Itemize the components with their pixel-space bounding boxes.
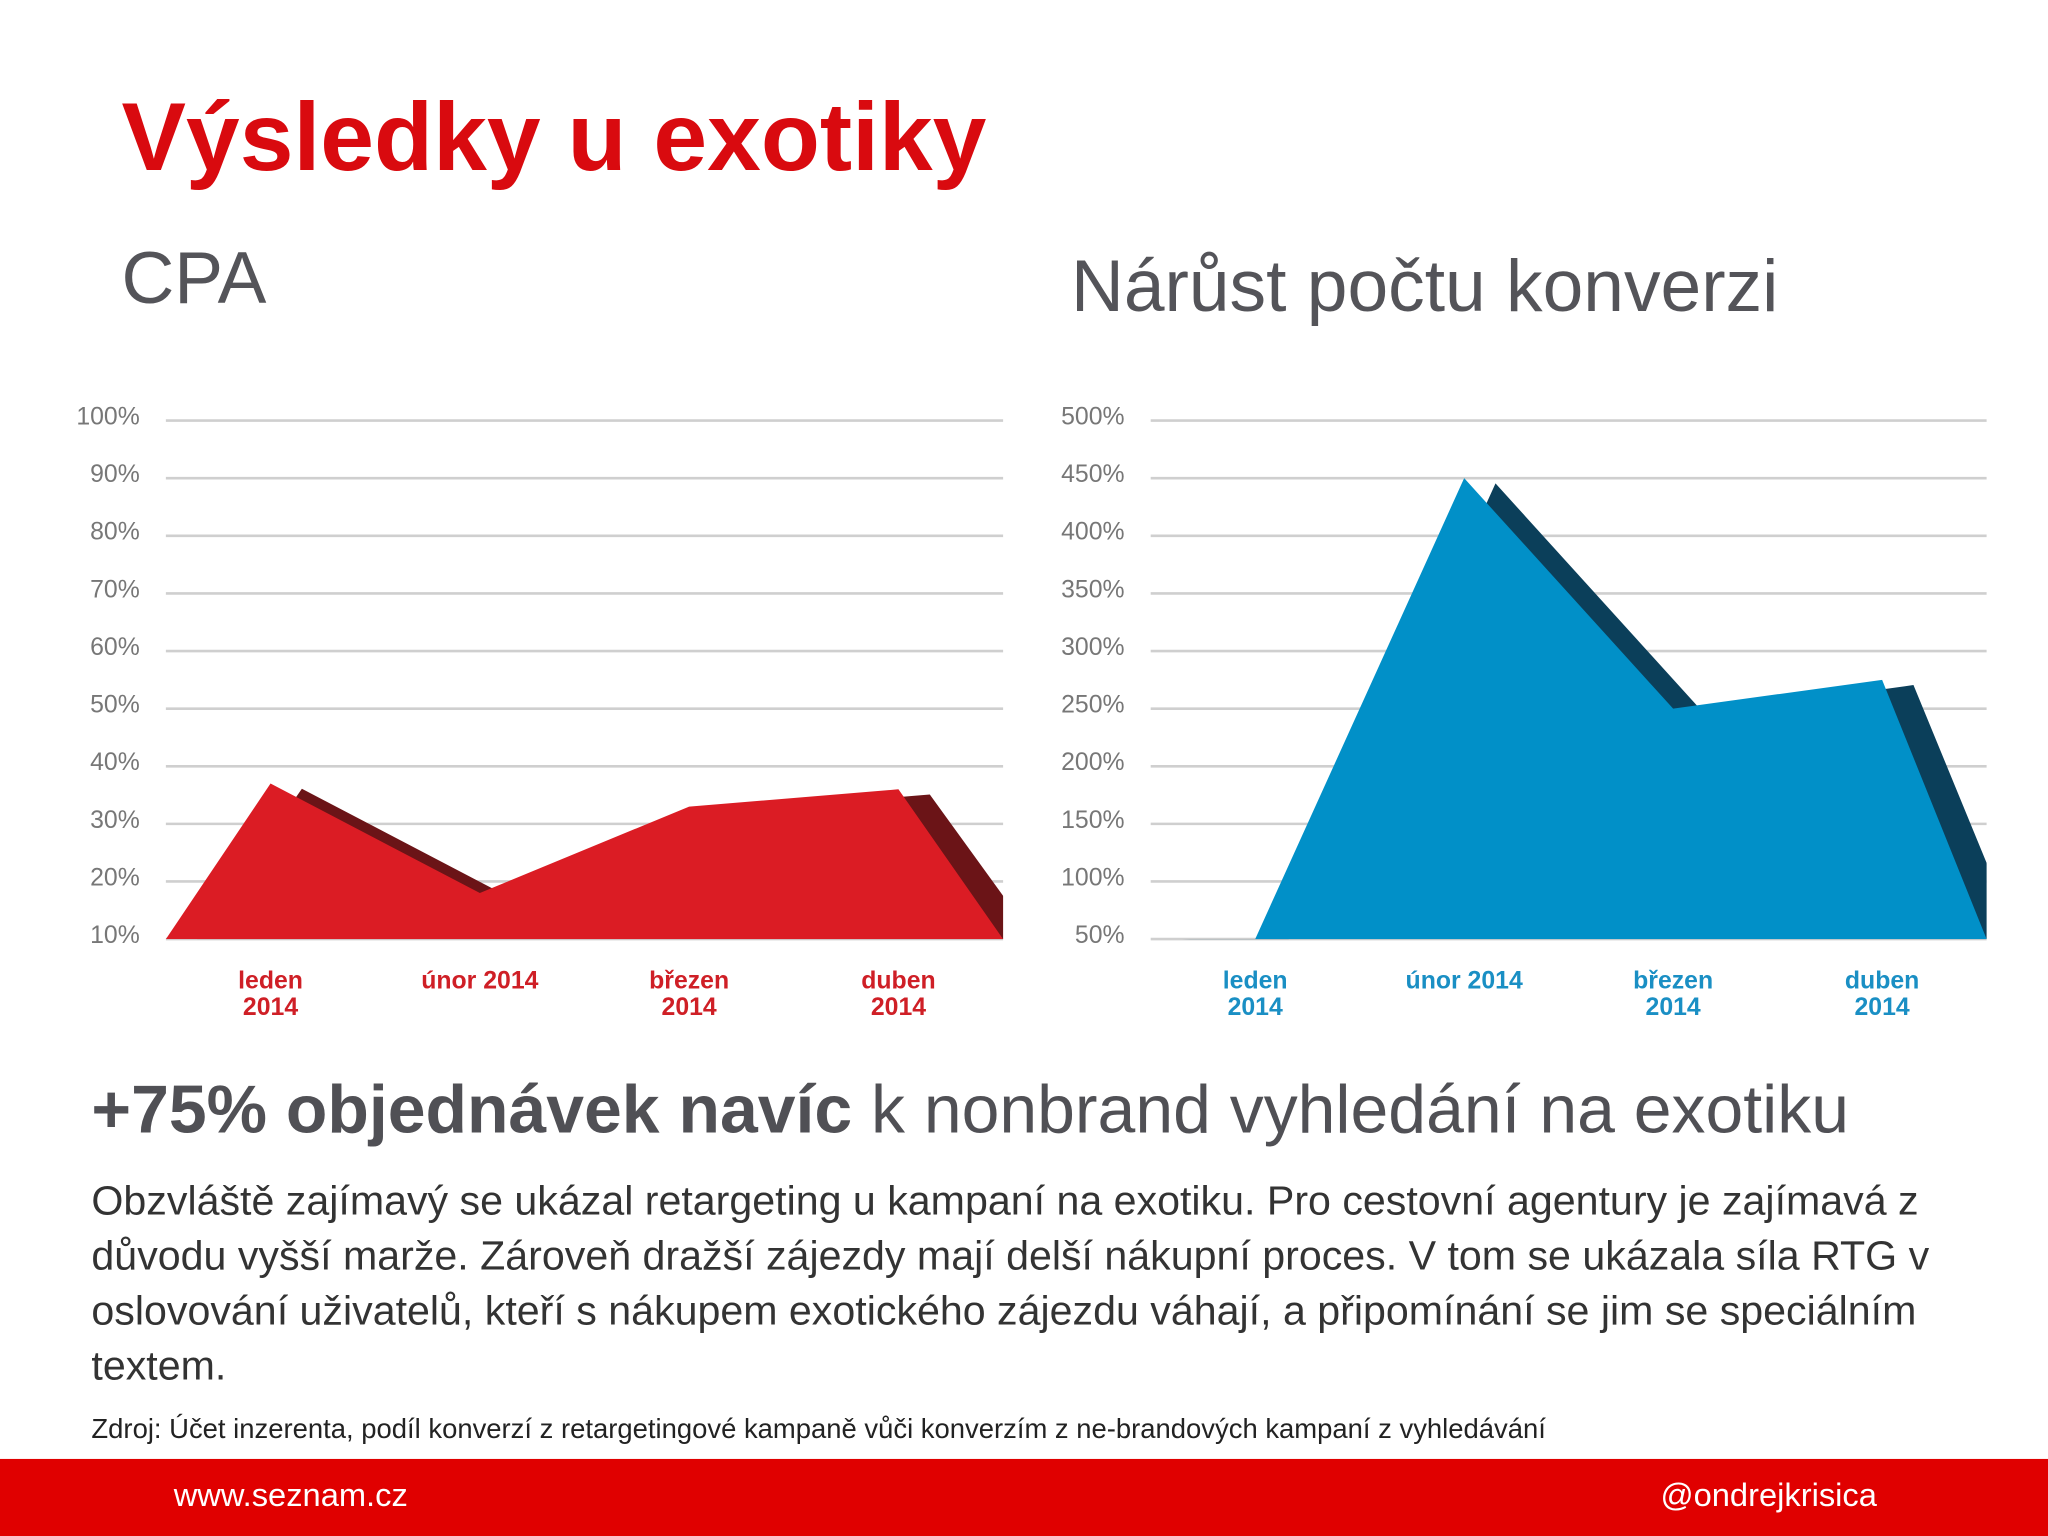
y-tick-label: 50% — [1075, 922, 1125, 949]
x-tick-label: únor 2014 — [421, 967, 539, 996]
y-tick-label: 80% — [90, 519, 140, 546]
area — [1150, 478, 1987, 940]
x-tick-label: březen 2014 — [649, 967, 730, 1022]
source-note: Zdroj: Účet inzerenta, podíl konverzí z … — [91, 1414, 1546, 1445]
y-tick-label: 70% — [90, 576, 140, 603]
y-tick-label: 250% — [1061, 692, 1124, 719]
y-tick-label: 400% — [1061, 519, 1124, 546]
footer-bar — [0, 1458, 2048, 1536]
chart-title: Nárůst počtu konverzi — [1071, 244, 1779, 327]
footer-left: www.seznam.cz — [173, 1477, 408, 1514]
x-tick-label: duben 2014 — [861, 967, 936, 1022]
headline-bold: +75% objednávek navíc — [91, 1072, 853, 1149]
y-tick-label: 50% — [90, 692, 140, 719]
area — [165, 783, 1004, 940]
y-tick-label: 350% — [1061, 576, 1124, 603]
y-tick-label: 200% — [1061, 749, 1124, 776]
y-tick-label: 500% — [1061, 404, 1124, 431]
x-tick-label: leden 2014 — [1222, 967, 1288, 1022]
y-tick-label: 10% — [90, 922, 140, 949]
y-tick-label: 100% — [76, 404, 139, 431]
y-tick-label: 450% — [1061, 461, 1124, 488]
y-tick-label: 90% — [90, 461, 140, 488]
paragraph: Obzvláště zajímavý se ukázal retargeting… — [91, 1176, 1930, 1389]
slide-title: Výsledky u exotiky — [121, 82, 987, 191]
x-tick-label: leden 2014 — [238, 967, 303, 1022]
headline: +75% objednávek navíc k nonbrand vyhledá… — [91, 1071, 1849, 1149]
headline-rest: k nonbrand vyhledání na exotiku — [852, 1072, 1849, 1149]
y-tick-label: 150% — [1061, 807, 1124, 834]
chart-title: CPA — [121, 236, 267, 319]
x-tick-label: duben 2014 — [1844, 967, 1920, 1022]
y-tick-label: 100% — [1061, 864, 1124, 891]
y-tick-label: 30% — [90, 807, 140, 834]
y-tick-label: 60% — [90, 634, 140, 661]
footer-right: @ondrejkrisica — [1660, 1477, 1877, 1514]
x-tick-label: březen 2014 — [1633, 967, 1714, 1022]
y-tick-label: 300% — [1061, 634, 1124, 661]
y-tick-label: 40% — [90, 749, 140, 776]
y-tick-label: 20% — [90, 864, 140, 891]
x-tick-label: únor 2014 — [1405, 967, 1523, 996]
